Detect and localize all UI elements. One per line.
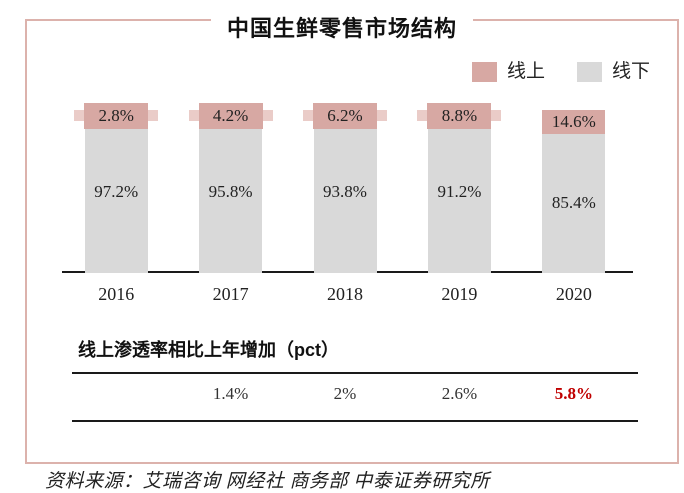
bar-column-2017: 4.2% 95.8% (173, 103, 287, 273)
table-values-row: 1.4% 2% 2.6% 5.8% (59, 382, 631, 406)
bar-column-2018: 6.2% 93.8% (288, 103, 402, 273)
x-axis-labels: 2016 2017 2018 2019 2020 (59, 284, 631, 305)
table-bottom-rule (72, 420, 638, 422)
legend-label-offline: 线下 (611, 61, 650, 82)
offline-value-label: 93.8% (323, 181, 367, 201)
bar-column-2019: 8.8% 91.2% (402, 103, 516, 273)
bar-column-2020: 14.6% 85.4% (517, 103, 631, 273)
table-value-2018: 2% (333, 384, 357, 403)
online-value-label: 8.8% (427, 103, 492, 129)
offline-segment (427, 112, 491, 273)
chart-title: 中国生鲜零售市场结构 (210, 15, 473, 43)
offline-segment (313, 112, 377, 273)
year-label-2017: 2017 (212, 284, 249, 304)
online-value-label: 2.8% (84, 103, 149, 129)
online-value-label: 6.2% (313, 103, 378, 129)
source-note: 资料来源：艾瑞咨询 网经社 商务部 中泰证券研究所 (45, 471, 490, 492)
table-value-2019: 2.6% (441, 384, 478, 403)
year-label-2020: 2020 (555, 284, 592, 304)
year-label-2016: 2016 (98, 284, 135, 304)
table-value-2017: 1.4% (212, 384, 249, 403)
year-label-2018: 2018 (327, 284, 364, 304)
table-value-2020: 5.8% (554, 384, 593, 403)
year-label-2019: 2019 (441, 284, 478, 304)
offline-segment (84, 112, 148, 273)
bar-column-2016: 2.8% 97.2% (59, 103, 173, 273)
legend-swatch-offline (576, 61, 602, 82)
legend: 线上 线下 (471, 61, 650, 82)
offline-value-label: 97.2% (94, 181, 139, 201)
offline-segment (199, 112, 263, 273)
offline-segment (542, 134, 606, 273)
legend-swatch-online (471, 61, 497, 82)
offline-value-label: 91.2% (437, 181, 482, 201)
online-value-label: 4.2% (198, 103, 263, 129)
offline-value-label: 95.8% (208, 181, 253, 201)
table-top-rule (72, 372, 638, 374)
online-segment: 14.6% (542, 110, 606, 134)
bar-chart-plot-area: 2.8% 97.2% 4.2% 95.8% 6.2% 93.8% 8.8% 91.2% 14.6… (59, 103, 631, 273)
table-value-2016 (59, 382, 173, 406)
offline-value-label: 85.4% (551, 192, 596, 212)
table-heading: 线上渗透率相比上年增加（pct） (78, 340, 339, 360)
legend-label-online: 线上 (506, 61, 545, 82)
chart-title-row: 中国生鲜零售市场结构 (0, 15, 684, 43)
